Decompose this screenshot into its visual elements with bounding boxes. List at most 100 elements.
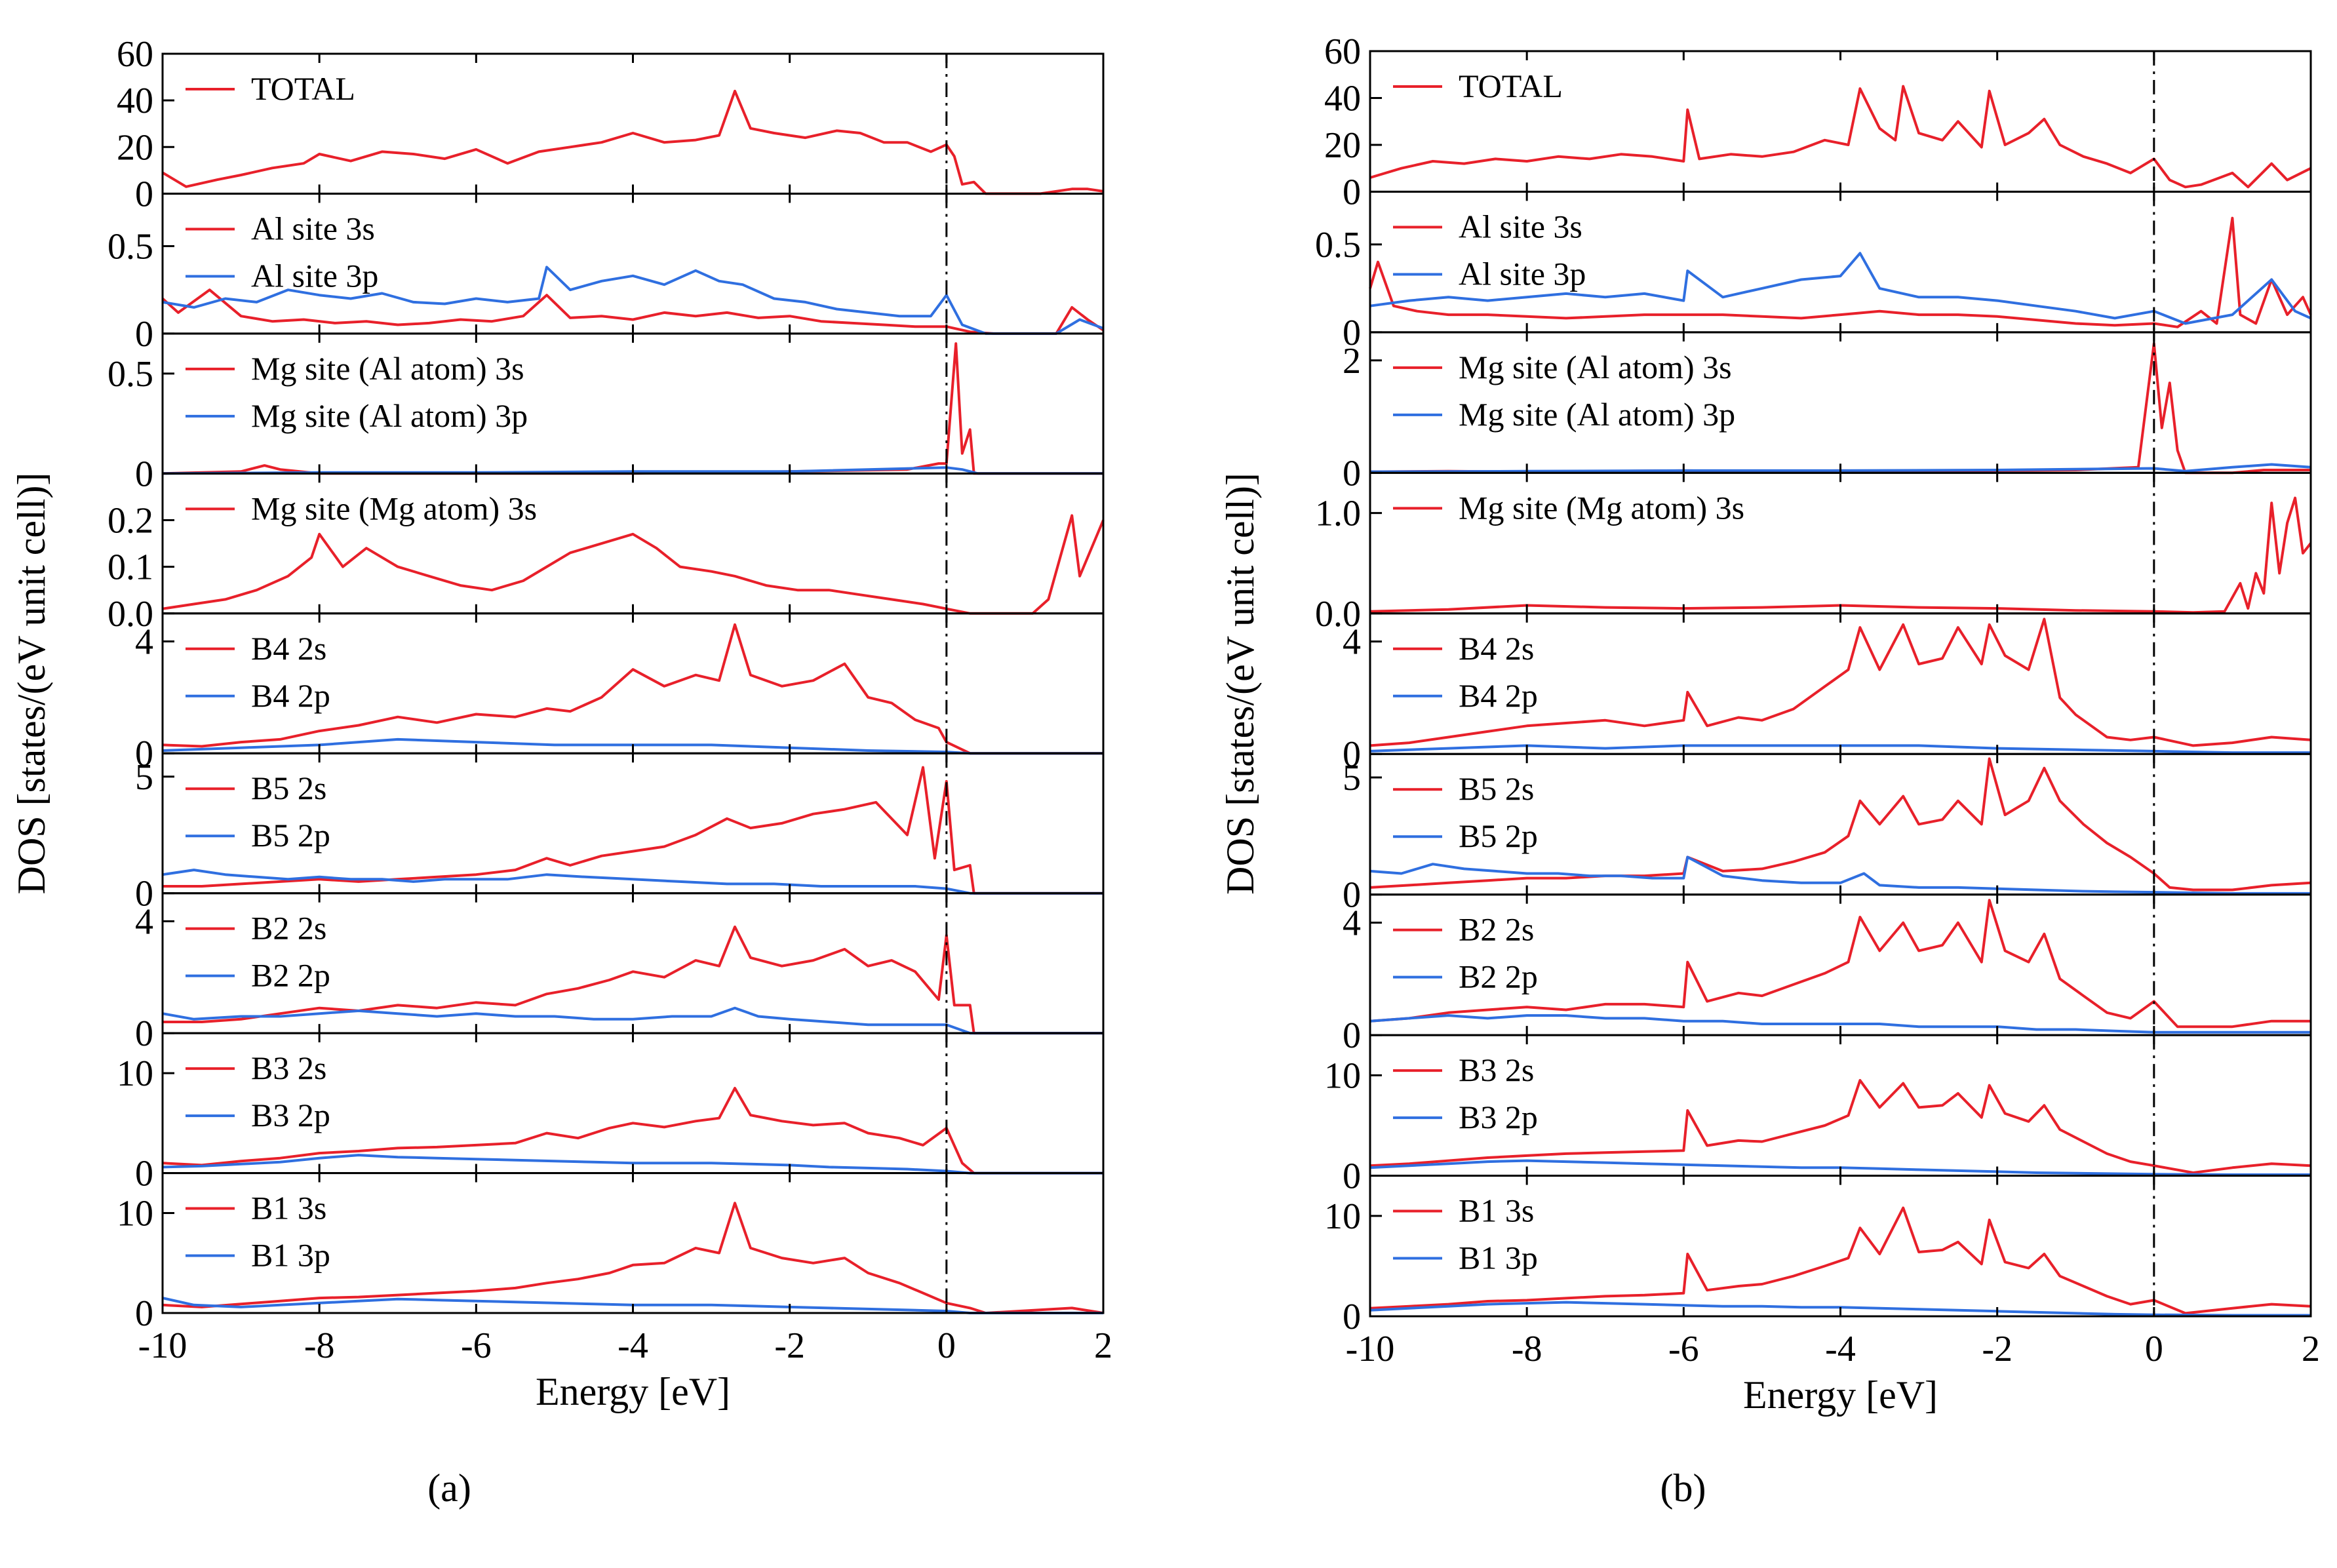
- y-tick-label: 60: [117, 34, 153, 75]
- series-line: [162, 265, 1104, 335]
- series-line: [1369, 463, 2311, 473]
- y-tick-label: 0: [1343, 734, 1361, 775]
- x-tick-label: -8: [304, 1325, 335, 1366]
- y-tick-label: 0.2: [108, 500, 153, 541]
- series-line: [1369, 855, 2311, 895]
- x-tick-label: 2: [2302, 1329, 2320, 1369]
- legend-label: B2 2s: [251, 910, 326, 947]
- y-tick-label: 0.0: [1315, 594, 1361, 635]
- legend-label: B5 2p: [251, 817, 330, 853]
- y-tick-label: 0: [1343, 453, 1361, 494]
- panel-4: Mg site (Mg atom) 3s 0.0 1.0: [1315, 471, 2312, 635]
- panel-2: Al site 3s Al site 3p 0 0.5: [1315, 190, 2312, 353]
- legend-label: B4 2s: [1459, 630, 1534, 667]
- panel-4: Mg site (Mg atom) 3s 0.0 0.1 0.2: [108, 472, 1105, 635]
- y-tick-label: 20: [1324, 125, 1361, 166]
- y-tick-label: 0.5: [1315, 225, 1361, 265]
- x-tick-label: -2: [1982, 1329, 2013, 1369]
- legend-label: B2 2p: [1459, 958, 1538, 995]
- y-tick-label: 0: [135, 874, 153, 914]
- panel-3: Mg site (Al atom) 3s Mg site (Al atom) 3p…: [1343, 331, 2312, 494]
- y-tick-label: 0: [1343, 1156, 1361, 1197]
- legend-label: Al site 3p: [251, 257, 378, 294]
- legend-label: B5 2s: [1459, 770, 1534, 807]
- series-line: [162, 1006, 1103, 1035]
- y-tick-label: 10: [1324, 1055, 1361, 1096]
- panel-5: B4 2s B4 2p 0 4: [135, 612, 1105, 774]
- y-tick-label: 5: [1343, 758, 1361, 798]
- x-axis-title: Energy [eV]: [536, 1370, 730, 1413]
- panel-3: Mg site (Al atom) 3s Mg site (Al atom) 3p…: [108, 332, 1105, 494]
- panel-9: B1 3s B1 3p 0 10: [1324, 1175, 2312, 1337]
- legend-label: B4 2s: [251, 630, 326, 667]
- series-line: [1369, 85, 2311, 189]
- panel-2: Al site 3s Al site 3p 0 0.5: [108, 192, 1105, 355]
- legend-label: B1 3s: [251, 1190, 326, 1226]
- legend-label: Mg site (Al atom) 3p: [1459, 396, 1735, 433]
- y-tick-label: 0: [1343, 172, 1361, 212]
- series-line: [1369, 899, 2311, 1029]
- y-tick-label: 4: [135, 621, 153, 662]
- panel-8: B3 2s B3 2p 0 10: [1324, 1034, 2312, 1197]
- legend-label: Mg site (Mg atom) 3s: [251, 490, 537, 526]
- y-tick-label: 0: [135, 1154, 153, 1194]
- legend-label: B3 2p: [251, 1097, 330, 1133]
- panel-8: B3 2s B3 2p 0 10: [117, 1032, 1105, 1194]
- legend-label: B1 3p: [1459, 1240, 1538, 1276]
- series-line: [161, 89, 1104, 195]
- x-tick-label: -10: [138, 1325, 187, 1366]
- y-tick-label: 60: [1324, 31, 1361, 72]
- y-tick-label: 0: [135, 1293, 153, 1334]
- x-tick-label: -10: [1346, 1329, 1395, 1369]
- series-line: [1369, 496, 2312, 614]
- panel-6: B5 2s B5 2p 0 5: [1343, 753, 2312, 916]
- series-line: [1369, 1301, 2311, 1317]
- panel-7: B2 2s B2 2p 0 4: [1343, 893, 2312, 1056]
- series-line: [1369, 1206, 2311, 1315]
- x-tick-label: 2: [1094, 1325, 1112, 1366]
- legend-label: B4 2p: [1459, 677, 1538, 714]
- x-tick-label: -6: [461, 1325, 492, 1366]
- y-axis-title: DOS [states/(eV unit cell)]: [1219, 473, 1262, 895]
- y-tick-label: 0: [1343, 875, 1361, 916]
- x-axis-title: Energy [eV]: [1743, 1373, 1938, 1417]
- series-line: [1369, 617, 2311, 747]
- legend-label: B5 2s: [251, 770, 326, 806]
- y-axis-title: DOS [states/(eV unit cell)]: [10, 473, 53, 895]
- series-line: [161, 288, 1105, 335]
- y-tick-label: 0.0: [108, 594, 153, 635]
- legend-label: Al site 3p: [1459, 255, 1586, 292]
- x-tick-label: -8: [1512, 1329, 1542, 1369]
- y-tick-label: 4: [135, 901, 153, 942]
- series-line: [163, 766, 1103, 895]
- y-tick-label: 4: [1343, 903, 1361, 944]
- legend-label: Mg site (Mg atom) 3s: [1459, 489, 1744, 526]
- y-tick-label: 0.5: [108, 226, 153, 267]
- x-tick-label: 0: [2145, 1329, 2163, 1369]
- series-line: [1369, 1079, 2311, 1174]
- legend-label: B3 2p: [1459, 1099, 1538, 1135]
- series-line: [162, 1297, 1103, 1314]
- y-tick-label: 5: [135, 757, 153, 798]
- legend-label: TOTAL: [251, 70, 355, 107]
- legend-label: B2 2s: [1459, 911, 1534, 948]
- legend-label: Mg site (Al atom) 3s: [1459, 349, 1732, 385]
- y-tick-label: 20: [117, 127, 153, 168]
- x-tick-label: -4: [1825, 1329, 1856, 1369]
- panel-7: B2 2s B2 2p 0 4: [135, 892, 1105, 1054]
- y-tick-label: 10: [117, 1053, 153, 1094]
- x-tick-label: -6: [1668, 1329, 1699, 1369]
- legend-label: Mg site (Al atom) 3s: [251, 350, 524, 387]
- legend-label: TOTAL: [1459, 68, 1563, 104]
- panel-1: TOTAL 0 20 40 60: [117, 34, 1105, 214]
- y-tick-label: 0: [1343, 313, 1361, 353]
- y-tick-label: 0.5: [108, 354, 153, 395]
- y-tick-label: 10: [117, 1194, 153, 1234]
- legend-label: B1 3s: [1459, 1192, 1534, 1229]
- legend-label: B1 3p: [251, 1237, 330, 1274]
- series-line: [1369, 252, 2311, 325]
- panel-6: B5 2s B5 2p 0 5: [135, 752, 1105, 914]
- y-tick-label: 0.1: [108, 547, 153, 588]
